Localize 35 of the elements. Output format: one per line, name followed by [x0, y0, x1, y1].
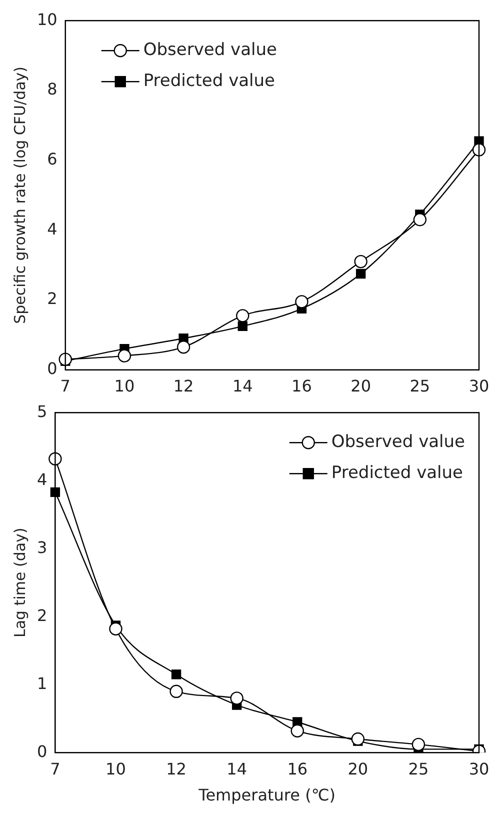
x-tick-label: 12 [173, 376, 194, 396]
y-tick-label: 0 [47, 358, 58, 378]
x-tick-label: 25 [410, 376, 430, 396]
y-tick-label: 1 [36, 674, 48, 693]
x-tick-label: 14 [232, 376, 253, 396]
legend-label: Observed value [331, 432, 466, 452]
y-tick-label: 4 [36, 470, 48, 489]
x-tick-label: 10 [114, 376, 135, 396]
x-tick-label: 20 [348, 759, 368, 778]
x-tick-label: 25 [408, 759, 429, 778]
y-tick-label: 3 [36, 538, 48, 557]
y-tick-label: 10 [37, 10, 58, 29]
x-axis-title: Temperature (℃) [198, 786, 336, 805]
legend-label: Predicted value [143, 71, 276, 92]
legend-label: Observed value [143, 40, 277, 60]
y-tick-label: 8 [47, 80, 58, 99]
y-tick-label: 5 [36, 402, 48, 421]
x-tick-label: 10 [106, 759, 126, 778]
y-axis-title: Specific growth rate (log CFU/day) [10, 66, 29, 324]
y-tick-label: 2 [36, 606, 48, 625]
x-tick-label: 16 [287, 759, 308, 778]
x-tick-label: 12 [166, 759, 186, 778]
x-tick-label: 14 [226, 759, 247, 778]
y-tick-label: 6 [47, 149, 58, 168]
x-tick-label: 30 [468, 376, 490, 396]
y-axis-title: Lag time (day) [10, 528, 29, 638]
x-tick-label: 7 [50, 759, 60, 778]
x-tick-label: 20 [350, 376, 371, 396]
y-tick-label: 0 [36, 742, 48, 761]
y-tick-label: 2 [47, 289, 58, 308]
x-tick-label: 30 [468, 759, 490, 778]
x-tick-label: 16 [292, 376, 312, 396]
legend-label: Predicted value [331, 463, 464, 484]
y-tick-label: 4 [47, 219, 58, 238]
x-tick-label: 7 [60, 376, 70, 396]
